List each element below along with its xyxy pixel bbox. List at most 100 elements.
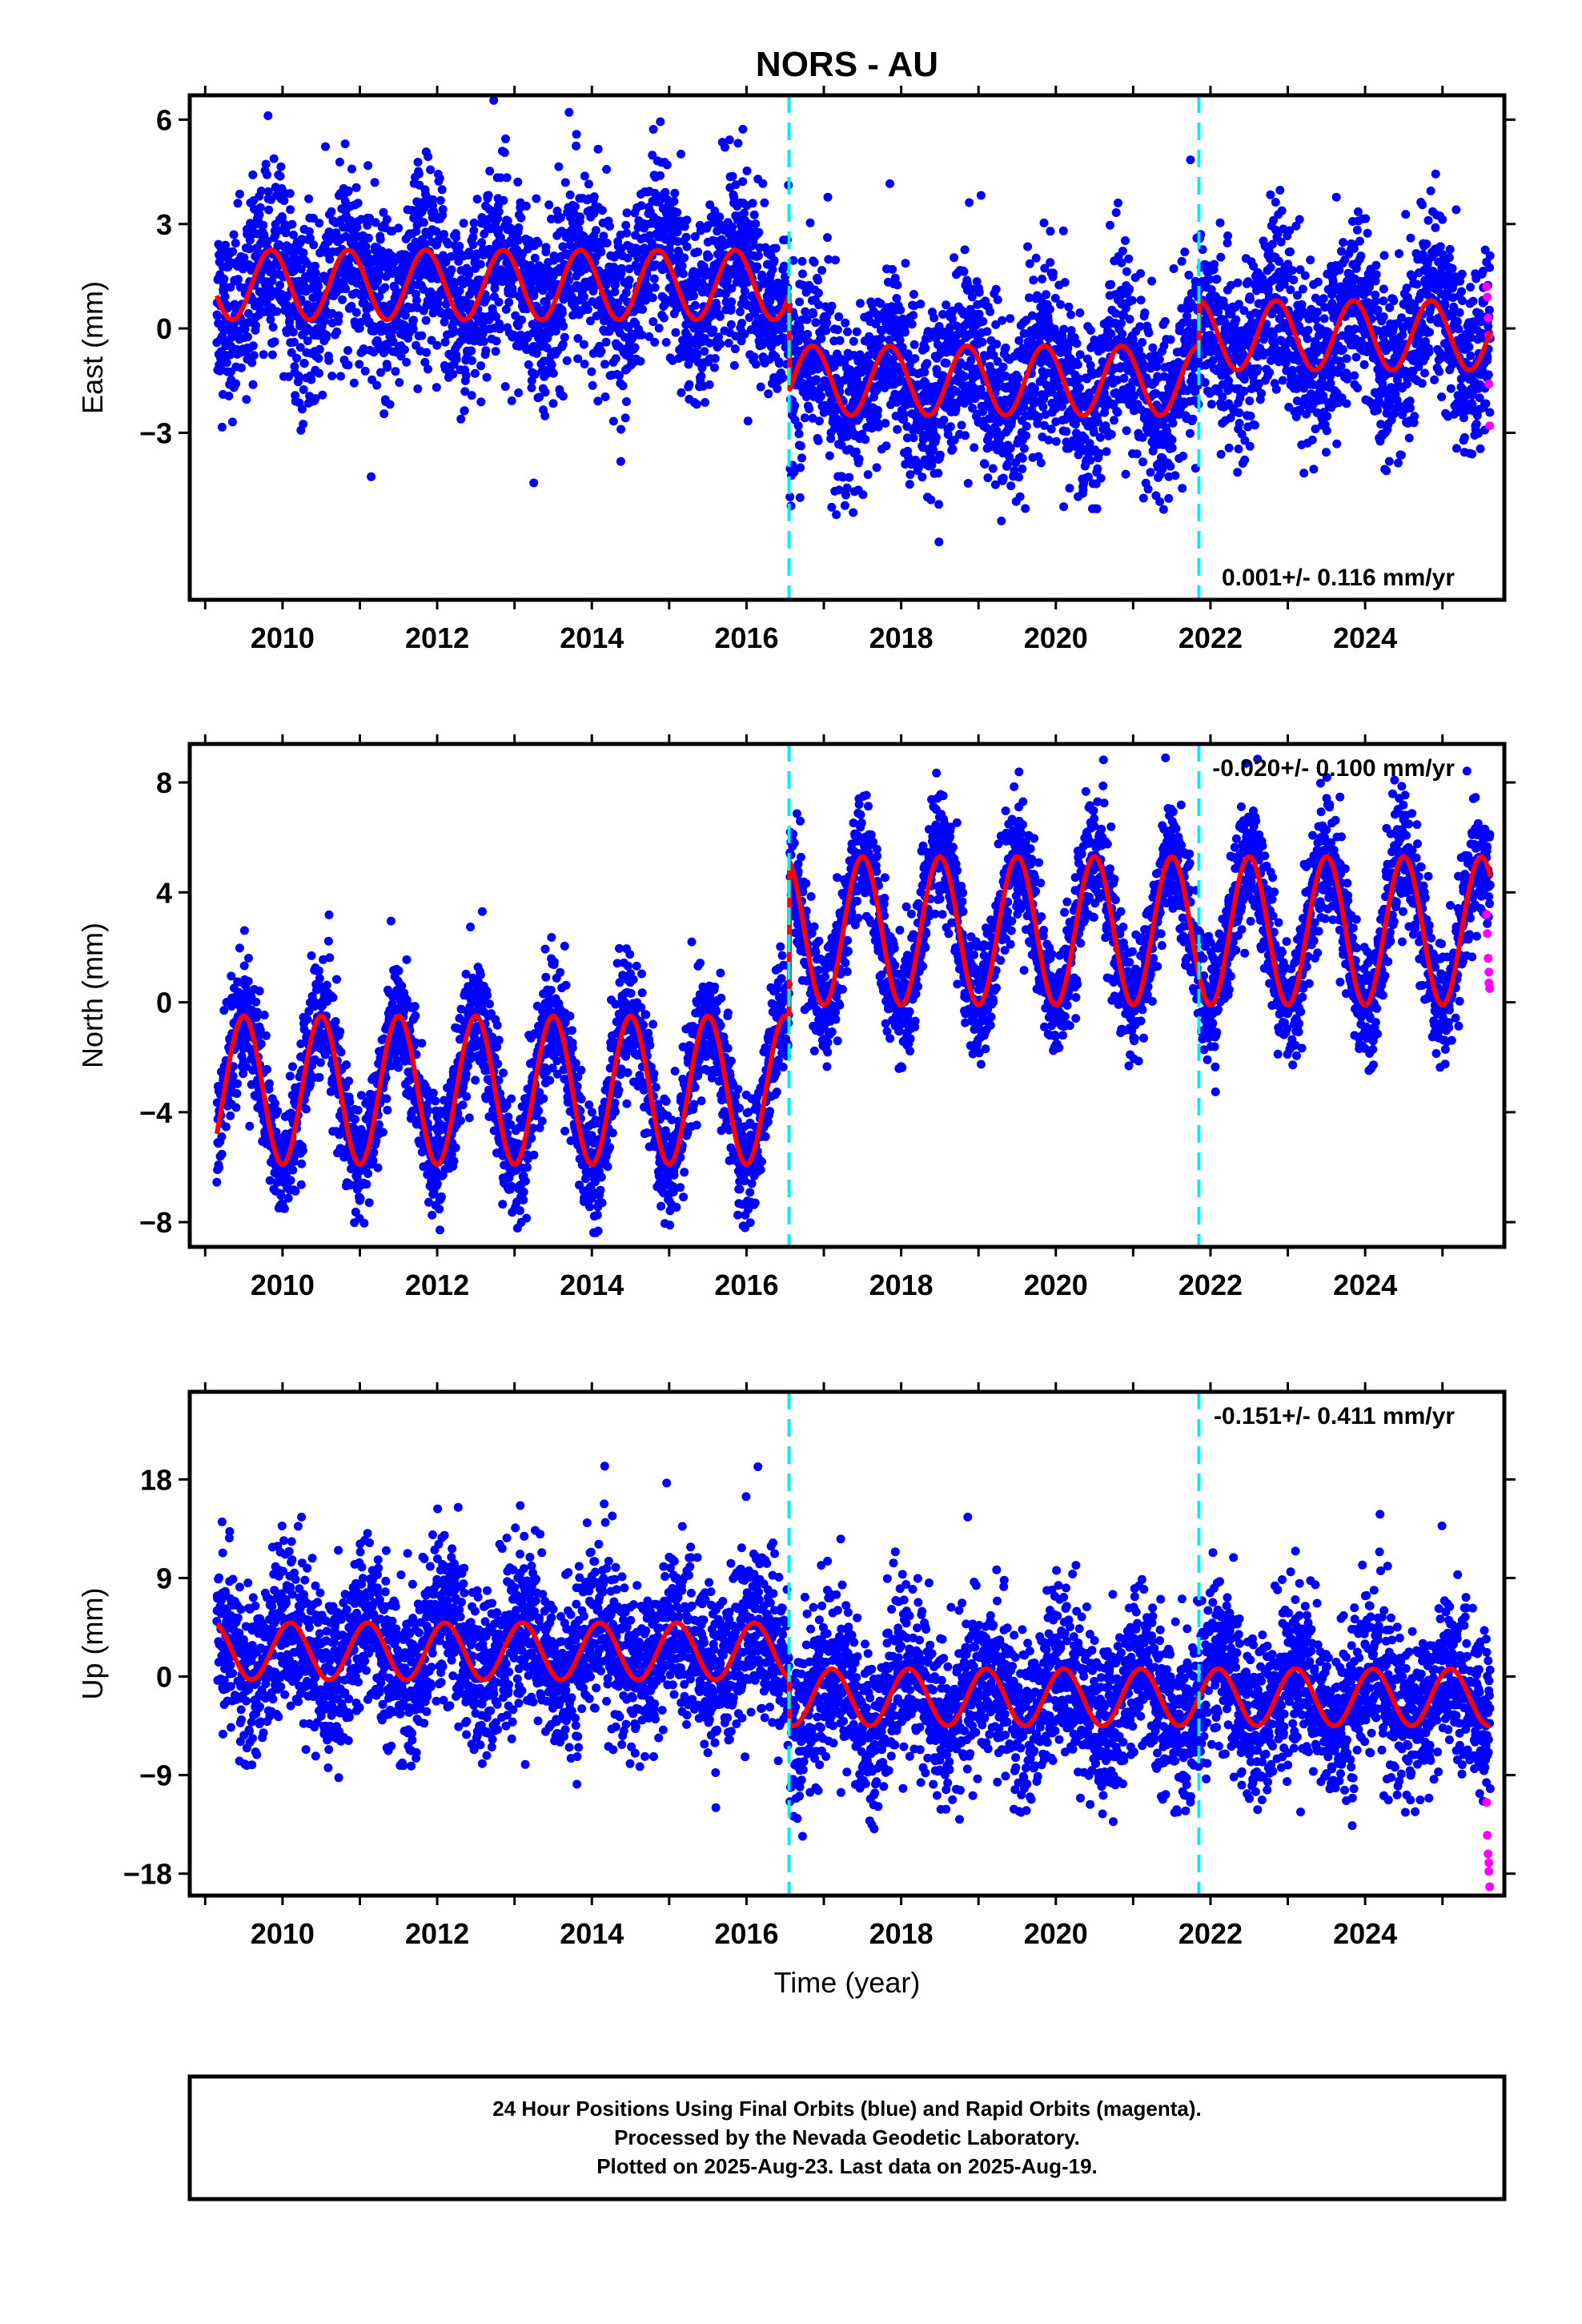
data-point (297, 404, 307, 414)
data-point (576, 212, 585, 222)
data-point (1114, 198, 1122, 207)
data-point (303, 336, 312, 346)
data-point (593, 396, 603, 406)
data-point (476, 259, 485, 269)
data-point (1271, 198, 1280, 207)
data-point (231, 379, 241, 388)
data-point (796, 463, 805, 472)
data-point (1045, 304, 1054, 314)
data-point (1146, 468, 1155, 477)
data-point (671, 328, 681, 337)
data-point (468, 232, 478, 242)
data-point (435, 174, 444, 183)
data-point (822, 318, 832, 328)
data-point (370, 178, 379, 187)
data-point (597, 206, 607, 215)
data-point (800, 413, 809, 423)
data-point (259, 220, 268, 230)
data-point (266, 315, 275, 324)
data-point (383, 363, 392, 372)
data-point (909, 311, 918, 320)
data-point (1303, 325, 1313, 335)
data-point (1215, 218, 1225, 227)
data-point (616, 263, 626, 273)
data-point (769, 255, 779, 265)
data-point (584, 179, 593, 189)
data-point (1018, 464, 1027, 473)
data-point (239, 253, 249, 263)
data-point (934, 468, 943, 478)
data-point (1059, 502, 1069, 512)
data-point (1072, 339, 1082, 348)
data-point (801, 307, 810, 316)
data-point (1058, 226, 1068, 235)
data-point (1031, 253, 1041, 263)
data-point (455, 286, 464, 296)
data-point (616, 424, 626, 434)
data-point (1015, 492, 1025, 501)
data-point (414, 169, 424, 179)
data-point (311, 261, 319, 271)
data-point (554, 162, 564, 171)
data-point (1322, 448, 1331, 457)
data-point (1030, 384, 1039, 393)
data-point (1136, 269, 1146, 278)
data-point (729, 360, 739, 370)
data-point (469, 218, 479, 227)
data-point (267, 350, 277, 360)
data-point (771, 243, 781, 253)
data-point (1186, 155, 1195, 165)
data-point (916, 300, 926, 309)
data-point (504, 298, 514, 307)
data-point (1154, 355, 1164, 364)
data-point (1006, 314, 1015, 324)
data-point (548, 399, 558, 408)
data-point (591, 226, 600, 235)
data-point (909, 433, 918, 443)
data-point (736, 307, 745, 316)
data-point (992, 340, 1002, 349)
data-point (1235, 419, 1244, 428)
data-point (737, 319, 747, 328)
data-point (408, 324, 418, 334)
east-panel: 2010 2012 2014 2016 2018 2020 2022 2024−3036Eas… (76, 86, 1516, 654)
data-point (255, 210, 264, 219)
data-point (1166, 335, 1175, 344)
data-point (1331, 192, 1341, 202)
data-point (248, 380, 258, 389)
data-point (355, 318, 365, 327)
data-point (360, 366, 370, 376)
data-point (843, 327, 853, 336)
data-point (377, 246, 387, 255)
data-point (1029, 275, 1038, 285)
data-point (1019, 444, 1029, 453)
data-point (809, 258, 819, 267)
data-point (1136, 296, 1146, 305)
data-point (270, 337, 279, 347)
data-point (1060, 278, 1070, 287)
data-point (1086, 326, 1095, 335)
data-point (817, 266, 827, 275)
data-point (1233, 468, 1243, 477)
data-point (470, 368, 480, 378)
data-point (823, 233, 832, 243)
data-point (460, 406, 469, 416)
data-point (289, 266, 299, 275)
data-point (888, 264, 897, 274)
data-point (390, 257, 400, 267)
data-point (939, 416, 949, 424)
data-point (286, 205, 295, 215)
data-point (1177, 256, 1186, 266)
data-point (978, 316, 988, 326)
data-point (669, 197, 679, 206)
data-point (572, 130, 581, 139)
data-point (1022, 421, 1031, 431)
data-point (382, 215, 391, 224)
data-point (910, 354, 920, 364)
data-point (495, 324, 504, 334)
data-point (596, 247, 606, 257)
data-point (279, 196, 289, 205)
data-point (834, 312, 844, 321)
data-point (896, 305, 905, 315)
data-point (697, 372, 706, 381)
